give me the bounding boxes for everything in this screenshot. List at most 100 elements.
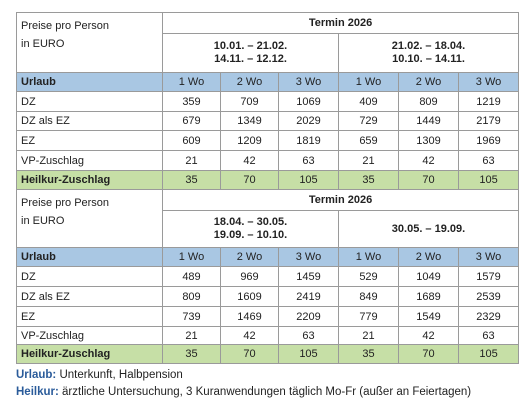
period-row: 18.04. – 30.05. 19.09. – 10.10. 30.05. – 1… (17, 210, 520, 248)
price: 70 (220, 344, 279, 364)
price: 35 (162, 170, 221, 190)
price: 2209 (278, 306, 339, 327)
period-line: 10.10. – 14.11. (392, 53, 465, 65)
price: 1689 (398, 286, 459, 307)
period: 10.01. – 21.02. 14.11. – 12.12. (162, 33, 339, 73)
duration: 2 Wo (220, 247, 279, 267)
price: 1549 (398, 306, 459, 327)
row-label: Heilkur-Zuschlag (16, 170, 163, 190)
price: 2419 (278, 286, 339, 307)
price: 1219 (457, 91, 520, 112)
duration: 2 Wo (220, 72, 279, 92)
duration: 2 Wo (398, 247, 459, 267)
price: 359 (162, 91, 221, 112)
header-row: Preise pro Person in EURO Termin 2026 (16, 189, 520, 248)
price: 1819 (278, 130, 339, 151)
period-line: 19.09. – 10.10. (213, 229, 288, 241)
price: 529 (338, 266, 399, 287)
price: 105 (278, 344, 339, 364)
row-label: Urlaub (16, 72, 163, 92)
price: 35 (338, 344, 399, 364)
price: 489 (162, 266, 221, 287)
price: 1069 (278, 91, 339, 112)
duration: 1 Wo (338, 247, 399, 267)
price: 739 (162, 306, 221, 327)
price: 2329 (457, 306, 520, 327)
price: 63 (457, 326, 520, 345)
price: 21 (162, 150, 221, 171)
row-label: EZ (16, 130, 163, 151)
duration: 3 Wo (457, 72, 520, 92)
price-row: DZ als EZ 679 1349 2029 729 1449 2179 (16, 111, 520, 131)
termin: Termin 2026 (161, 189, 520, 211)
duration: 2 Wo (398, 72, 459, 92)
duration: 3 Wo (278, 72, 339, 92)
urlaub-row: Urlaub 1 Wo 2 Wo 3 Wo 1 Wo 2 Wo 3 Wo (16, 72, 520, 92)
period-line: 30.05. – 19.09. (391, 222, 466, 235)
price: 1459 (278, 266, 339, 287)
price: 2029 (278, 111, 339, 131)
price: 2539 (457, 286, 520, 307)
price: 1309 (398, 130, 459, 151)
legend-term: Heilkur: (16, 386, 59, 398)
duration: 1 Wo (162, 247, 221, 267)
period-line: 10.01. – 21.02. (213, 40, 288, 52)
price: 21 (338, 326, 399, 345)
period: 21.02. – 18.04. 10.10. – 14.11. (337, 33, 520, 73)
label-line: in EURO (21, 38, 65, 50)
price: 1449 (398, 111, 459, 131)
heilkur-row: Heilkur-Zuschlag 35 70 105 35 70 105 (16, 344, 520, 364)
price: 1349 (220, 111, 279, 131)
price: 105 (457, 170, 520, 190)
price: 1049 (398, 266, 459, 287)
legend-term: Urlaub: (16, 369, 57, 381)
row-label: EZ (16, 306, 163, 327)
urlaub-row: Urlaub 1 Wo 2 Wo 3 Wo 1 Wo 2 Wo 3 Wo (16, 247, 520, 267)
period-row: 10.01. – 21.02. 14.11. – 12.12. 21.02. – 1… (17, 33, 520, 73)
row-label: DZ (16, 91, 163, 112)
heilkur-row: Heilkur-Zuschlag 35 70 105 35 70 105 (16, 170, 520, 190)
price-row: DZ 359 709 1069 409 809 1219 (16, 91, 520, 112)
price: 1609 (220, 286, 279, 307)
price: 70 (220, 170, 279, 190)
price: 63 (278, 326, 339, 345)
price: 70 (398, 170, 459, 190)
price-label: Preise pro Person in EURO (16, 189, 163, 248)
period-line: 21.02. – 18.04. (391, 40, 466, 52)
price: 42 (398, 150, 459, 171)
price: 849 (338, 286, 399, 307)
termin: Termin 2026 (161, 12, 520, 34)
price-row: DZ 489 969 1459 529 1049 1579 (16, 266, 520, 287)
label-line: Preise pro Person (21, 20, 110, 32)
price-table: Preise pro Person in EURO Termin 2026 18.04… (16, 189, 520, 364)
price: 1579 (457, 266, 520, 287)
legend-text: ärztliche Untersuchung, 3 Kuranwendungen… (62, 386, 472, 398)
price: 35 (338, 170, 399, 190)
label-line: Preise pro Person (21, 197, 110, 209)
period-line: 18.04. – 30.05. (213, 216, 288, 228)
price: 809 (398, 91, 459, 112)
duration: 1 Wo (338, 72, 399, 92)
price: 42 (398, 326, 459, 345)
row-label: DZ als EZ (16, 111, 163, 131)
price-row: VP-Zuschlag 21 42 63 21 42 63 (16, 150, 520, 171)
price: 1969 (457, 130, 520, 151)
price: 1209 (220, 130, 279, 151)
row-label: Urlaub (16, 247, 163, 267)
price: 679 (162, 111, 221, 131)
legend-line: Urlaub: Unterkunft, Halbpension (16, 367, 471, 384)
price: 105 (278, 170, 339, 190)
price: 609 (162, 130, 221, 151)
duration: 3 Wo (278, 247, 339, 267)
row-label: VP-Zuschlag (16, 326, 163, 345)
price: 409 (338, 91, 399, 112)
row-label: DZ (16, 266, 163, 287)
duration: 1 Wo (162, 72, 221, 92)
price: 42 (220, 326, 279, 345)
price: 35 (162, 344, 221, 364)
price-row: EZ 739 1469 2209 779 1549 2329 (16, 306, 520, 327)
price: 42 (220, 150, 279, 171)
price: 809 (162, 286, 221, 307)
label-line: in EURO (21, 215, 65, 227)
